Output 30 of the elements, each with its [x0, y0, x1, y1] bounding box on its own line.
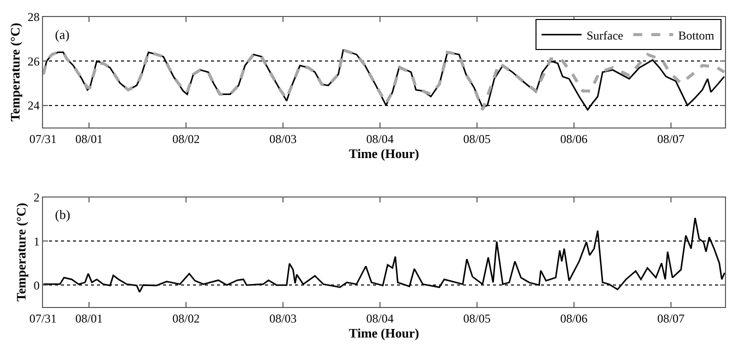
x-tick-label: 08/01 — [75, 132, 103, 146]
y-tick-label: 2 — [34, 190, 40, 204]
x-tick-label: 07/31 — [29, 311, 57, 326]
x-tick-label: 08/01 — [75, 311, 103, 326]
x-tick-label: 08/07 — [657, 132, 685, 146]
legend-label: Surface — [586, 28, 624, 42]
annotation: (b) — [55, 207, 70, 222]
x-tick-label: 08/04 — [366, 132, 394, 146]
y-tick-label: 1 — [34, 234, 40, 248]
y-axis-title: Temperature (°C) — [8, 22, 23, 122]
y-tick-label: 26 — [28, 54, 40, 68]
x-tick-label: 08/06 — [560, 311, 588, 326]
x-tick-label: 08/05 — [463, 132, 491, 146]
y-tick-label: 28 — [28, 10, 40, 24]
y-tick-label: 0 — [34, 278, 40, 292]
x-axis-title: Time (Hour) — [348, 325, 420, 340]
y-tick-label: 24 — [28, 98, 40, 113]
x-tick-label: 08/07 — [657, 311, 685, 326]
x-axis-title: Time (Hour) — [348, 146, 420, 161]
x-tick-label: 08/05 — [463, 311, 491, 326]
legend-label: Bottom — [678, 28, 715, 42]
annotation: (a) — [55, 27, 70, 42]
y-axis-title: Temperature (°C) — [14, 202, 29, 302]
x-tick-label: 08/03 — [269, 132, 297, 146]
x-tick-label: 08/04 — [366, 311, 394, 326]
x-tick-label: 08/02 — [172, 311, 200, 326]
x-tick-label: 08/03 — [269, 311, 297, 326]
x-tick-label: 08/06 — [560, 132, 588, 146]
x-tick-label: 08/02 — [172, 132, 200, 146]
x-tick-label: 07/31 — [29, 132, 57, 146]
